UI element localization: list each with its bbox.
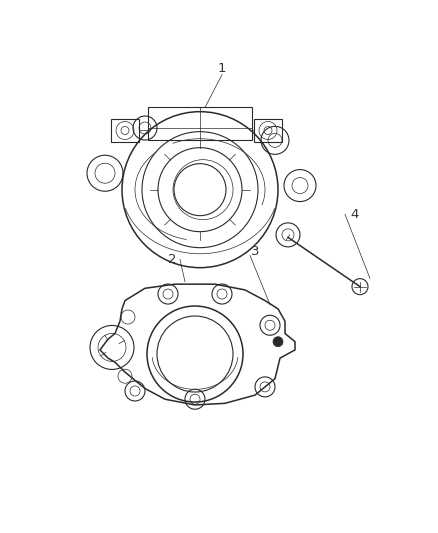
Text: 4: 4 xyxy=(351,208,359,221)
Text: 3: 3 xyxy=(251,245,259,258)
Text: 1: 1 xyxy=(218,61,226,75)
Circle shape xyxy=(273,337,283,346)
Text: 2: 2 xyxy=(168,253,176,266)
